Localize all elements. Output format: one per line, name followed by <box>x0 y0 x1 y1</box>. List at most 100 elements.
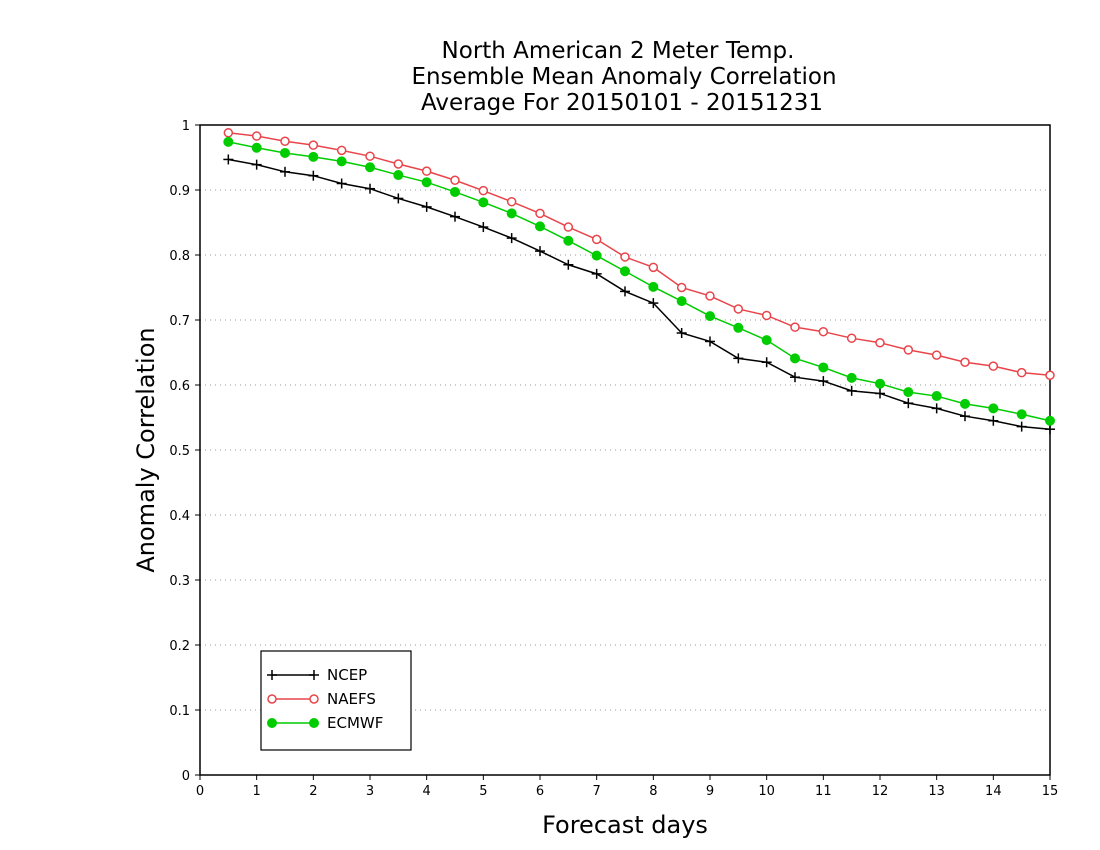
naefs-point <box>988 361 999 371</box>
ecmwf-point <box>251 142 262 153</box>
ncep-point <box>308 170 319 181</box>
legend-item-ecmwf: ECMWF <box>267 714 383 732</box>
naefs-point <box>1045 370 1055 380</box>
y-axis-label: Anomaly Correlation <box>132 327 160 572</box>
naefs-point <box>818 326 829 337</box>
ecmwf-point <box>931 391 942 402</box>
naefs-point <box>280 136 290 146</box>
ncep-point <box>960 411 970 422</box>
x-tick-label: 14 <box>985 784 1002 799</box>
ncep-point <box>761 357 772 368</box>
legend: NCEP NAEFS ECMWF <box>260 650 412 751</box>
ecmwf-point <box>960 398 970 409</box>
ecmwf-point <box>620 266 630 277</box>
series-naefs <box>223 128 1055 380</box>
legend-label-ecmwf: ECMWF <box>327 714 383 732</box>
naefs-point <box>648 262 659 273</box>
legend-item-naefs: NAEFS <box>267 690 376 708</box>
ncep-point <box>931 403 942 414</box>
y-tick-label: 0.3 <box>169 574 190 589</box>
legend-box <box>260 650 412 751</box>
ncep-point <box>251 159 262 170</box>
naefs-point <box>846 333 857 343</box>
ncep-point <box>846 385 857 396</box>
legend-marker <box>267 694 277 704</box>
ecmwf-point <box>846 372 857 383</box>
ncep-point <box>648 298 659 309</box>
legend-marker <box>267 718 277 728</box>
ncep-point <box>1045 424 1055 435</box>
ncep-point <box>733 353 744 364</box>
ecmwf-point <box>705 311 715 322</box>
ncep-point <box>223 154 234 165</box>
naefs-point <box>421 166 432 176</box>
ncep-point <box>620 286 630 297</box>
ncep-point <box>875 388 885 399</box>
x-tick-label: 7 <box>593 784 601 799</box>
naefs-line <box>228 132 1051 376</box>
title-line-1: North American 2 Meter Temp. <box>442 38 795 64</box>
ncep-point <box>365 183 375 194</box>
legend-label-ncep: NCEP <box>327 666 367 684</box>
ncep-point <box>676 328 687 338</box>
x-tick-label: 13 <box>928 784 945 799</box>
naefs-point <box>733 304 744 314</box>
x-tick-label: 5 <box>479 784 487 799</box>
x-tick-label: 6 <box>536 784 544 799</box>
ncep-point <box>988 415 999 426</box>
ecmwf-point <box>535 221 545 232</box>
ncep-point <box>336 178 347 189</box>
ncep-point <box>506 233 517 244</box>
naefs-point <box>790 322 800 332</box>
ncep-point <box>790 372 800 383</box>
y-tick-label: 1 <box>182 119 190 134</box>
y-tick-label: 0.6 <box>169 379 190 394</box>
ecmwf-point <box>903 387 914 398</box>
ncep-point <box>591 268 602 279</box>
legend-marker <box>309 670 319 680</box>
naefs-point <box>1016 367 1027 378</box>
y-tick-label: 0.8 <box>169 249 190 264</box>
series-ecmwf <box>223 136 1055 426</box>
ecmwf-point <box>280 147 290 158</box>
naefs-point <box>506 196 517 207</box>
naefs-point <box>620 252 630 262</box>
naefs-point <box>308 140 319 150</box>
ncep-point <box>705 336 715 347</box>
ecmwf-point <box>478 197 489 208</box>
ncep-line <box>228 158 1051 430</box>
ecmwf-point <box>875 378 885 389</box>
naefs-point <box>676 282 687 293</box>
ncep-point <box>478 222 489 233</box>
legend-marker <box>309 694 319 704</box>
y-tick-label: 0.9 <box>169 184 190 199</box>
ncep-point <box>450 211 460 222</box>
ecmwf-point <box>591 250 602 261</box>
ncep-point <box>818 376 829 387</box>
y-tick-label: 0.2 <box>169 639 190 654</box>
chart-title: North American 2 Meter Temp. Ensemble Me… <box>411 38 836 116</box>
y-axis-ticks: 0 0.1 0.2 0.3 0.4 0.5 0.6 0.7 0.8 0.9 1 <box>169 119 200 784</box>
x-tick-label: 15 <box>1042 784 1059 799</box>
x-tick-label: 9 <box>706 784 714 799</box>
y-tick-label: 0.7 <box>169 314 190 329</box>
ncep-point <box>903 398 914 409</box>
x-tick-label: 1 <box>253 784 261 799</box>
ecmwf-point <box>421 177 432 188</box>
ncep-point <box>421 201 432 212</box>
naefs-point <box>761 310 772 321</box>
x-axis-ticks: 0 1 2 3 4 5 6 7 8 9 10 11 12 13 14 15 <box>196 775 1058 799</box>
x-tick-label: 11 <box>815 784 832 799</box>
naefs-point <box>535 208 545 219</box>
x-tick-label: 4 <box>423 784 431 799</box>
naefs-point <box>563 222 574 232</box>
ecmwf-point <box>676 296 687 307</box>
ecmwf-point <box>1045 415 1055 426</box>
naefs-point <box>450 175 460 185</box>
y-tick-label: 0.4 <box>169 509 190 524</box>
naefs-point <box>960 357 970 367</box>
ecmwf-point <box>1016 409 1027 420</box>
naefs-point <box>365 151 375 161</box>
ecmwf-line <box>228 141 1051 422</box>
